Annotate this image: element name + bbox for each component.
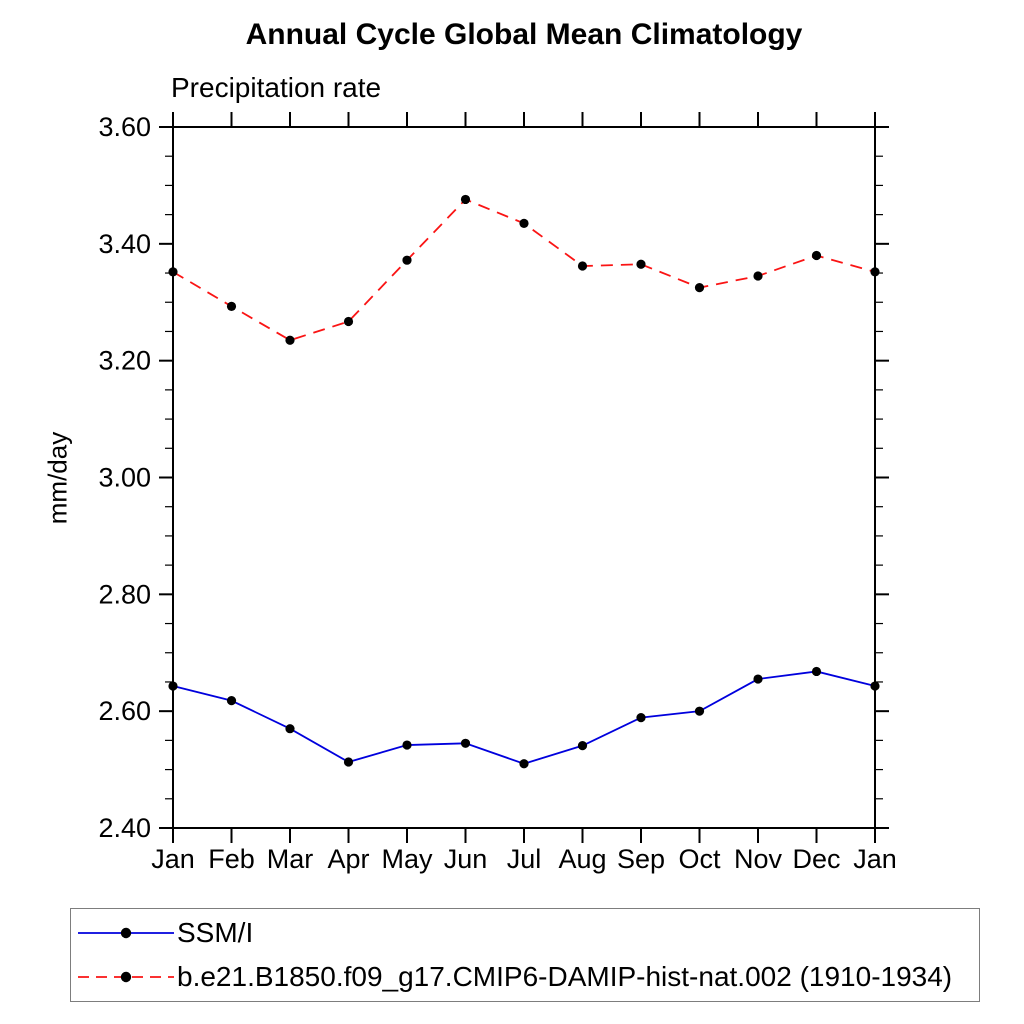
data-point: [226, 301, 237, 311]
data-point: [519, 759, 529, 769]
y-tick-label: 3.20: [98, 346, 151, 376]
x-tick-label: Jun: [444, 844, 488, 874]
legend-item: SSM/I: [71, 914, 979, 952]
y-tick-label: 2.40: [98, 813, 151, 843]
data-point: [811, 250, 822, 261]
axis-tick-labels-group: 2.40 2.60 2.80 3.00 3.20 3.40 3.60 Jan Feb Mar Apr…: [98, 112, 896, 874]
y-tick-label: 2.60: [98, 696, 151, 726]
y-tick-label: 2.80: [98, 579, 151, 609]
legend-label: b.e21.B1850.f09_g17.CMIP6-DAMIP-hist-nat…: [177, 960, 953, 992]
data-series-group: [168, 194, 880, 769]
data-point: [343, 316, 354, 327]
data-point: [343, 757, 354, 767]
x-tick-label: Jul: [507, 844, 542, 874]
y-tick-label: 3.00: [98, 463, 151, 493]
data-point: [519, 218, 529, 228]
data-point: [577, 261, 588, 271]
legend-line-sample-model: [78, 971, 174, 982]
data-point: [402, 255, 412, 265]
data-point: [402, 740, 412, 750]
data-point: [636, 712, 646, 723]
data-point: [753, 674, 763, 684]
data-point: [460, 194, 471, 205]
legend-item: b.e21.B1850.f09_g17.CMIP6-DAMIP-hist-nat…: [71, 958, 979, 996]
data-point: [285, 335, 295, 345]
y-tick-label: 3.40: [98, 229, 151, 259]
plot-frame-group: [172, 126, 876, 829]
legend-label: SSM/I: [177, 917, 254, 949]
legend: SSM/I b.e21.B1850.f09_g17.CMIP6-DAMIP-hi…: [70, 908, 980, 1002]
data-point: [285, 724, 295, 734]
axis-ticks-group: [159, 112, 889, 843]
data-point: [460, 738, 471, 748]
chart-title: Annual Cycle Global Mean Climatology: [245, 18, 803, 51]
series-line: [172, 670, 876, 765]
x-tick-label: Sep: [617, 844, 665, 874]
x-tick-label: Jan: [853, 844, 897, 874]
x-tick-label: Mar: [267, 844, 314, 874]
data-point: [636, 259, 646, 269]
x-tick-label: May: [381, 844, 433, 874]
data-point: [694, 706, 705, 716]
x-tick-label: Aug: [558, 844, 606, 874]
x-tick-label: Oct: [678, 844, 721, 874]
x-tick-label: Nov: [734, 844, 783, 874]
x-tick-label: Jan: [151, 844, 195, 874]
x-tick-label: Apr: [327, 844, 369, 874]
data-point: [694, 283, 705, 293]
data-point: [577, 741, 588, 751]
x-tick-label: Dec: [792, 844, 840, 874]
x-tick-label: Feb: [208, 844, 255, 874]
data-point: [226, 696, 237, 706]
data-point: [753, 271, 763, 281]
legend-line-sample-ssmi: [78, 928, 174, 939]
chart-subtitle: Precipitation rate: [171, 72, 382, 103]
data-point: [811, 666, 822, 677]
y-tick-label: 3.60: [98, 112, 151, 142]
